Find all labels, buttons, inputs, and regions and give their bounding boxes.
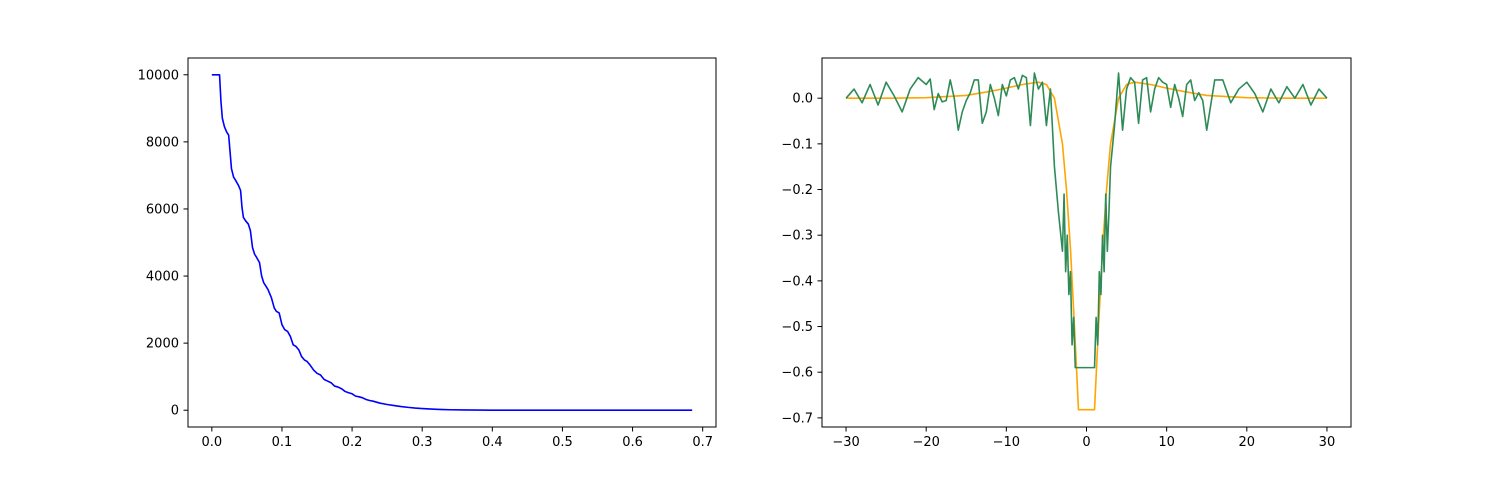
x-tick-label: 0.2: [342, 435, 363, 450]
x-tick-label: 0: [1082, 435, 1090, 450]
series-line-0: [211, 73, 693, 412]
x-tick-label: −30: [832, 435, 859, 450]
x-tick-label: 20: [1239, 435, 1256, 450]
x-tick-label: 0.3: [412, 435, 433, 450]
axes-frame: [187, 57, 717, 428]
y-tick-label: 0: [171, 404, 179, 419]
chart-left-decay: 0.0 0.1 0.2 0.3 0.4 0.5 0.6 0.7 0 2000 4000 6000 800…: [138, 57, 717, 450]
y-tick-label: −0.1: [781, 137, 813, 152]
x-tick-label: 0.1: [272, 435, 293, 450]
x-tick-label: 0.5: [552, 435, 573, 450]
y-tick-label: 10000: [138, 68, 179, 83]
y-tick-label: 2000: [146, 337, 179, 352]
x-tick-label: 0.7: [692, 435, 713, 450]
y-tick-label: −0.4: [781, 274, 813, 289]
x-tick-label: 30: [1319, 435, 1336, 450]
series-line-1: [845, 72, 1328, 369]
y-tick-label: −0.3: [781, 229, 813, 244]
x-tick-label: 0.6: [622, 435, 643, 450]
y-tick-label: 6000: [146, 202, 179, 217]
x-tick-label: 10: [1158, 435, 1175, 450]
x-tick-label: −20: [912, 435, 939, 450]
y-tick-label: 8000: [146, 135, 179, 150]
chart-right-signal: −30 −20 −10 0 10 20 30 0.0 −0.1 −0.2 −0.3 −0.4 −0.5 −…: [781, 57, 1352, 450]
x-tick-label: 0.4: [482, 435, 503, 450]
y-tick-label: −0.5: [781, 320, 813, 335]
x-tick-label: −10: [993, 435, 1020, 450]
y-tick-label: −0.6: [781, 366, 813, 381]
y-tick-label: −0.7: [781, 411, 813, 426]
y-tick-label: 0.0: [792, 92, 813, 107]
x-tick-label: 0.0: [201, 435, 222, 450]
y-tick-label: 4000: [146, 270, 179, 285]
y-tick-label: −0.2: [781, 183, 813, 198]
